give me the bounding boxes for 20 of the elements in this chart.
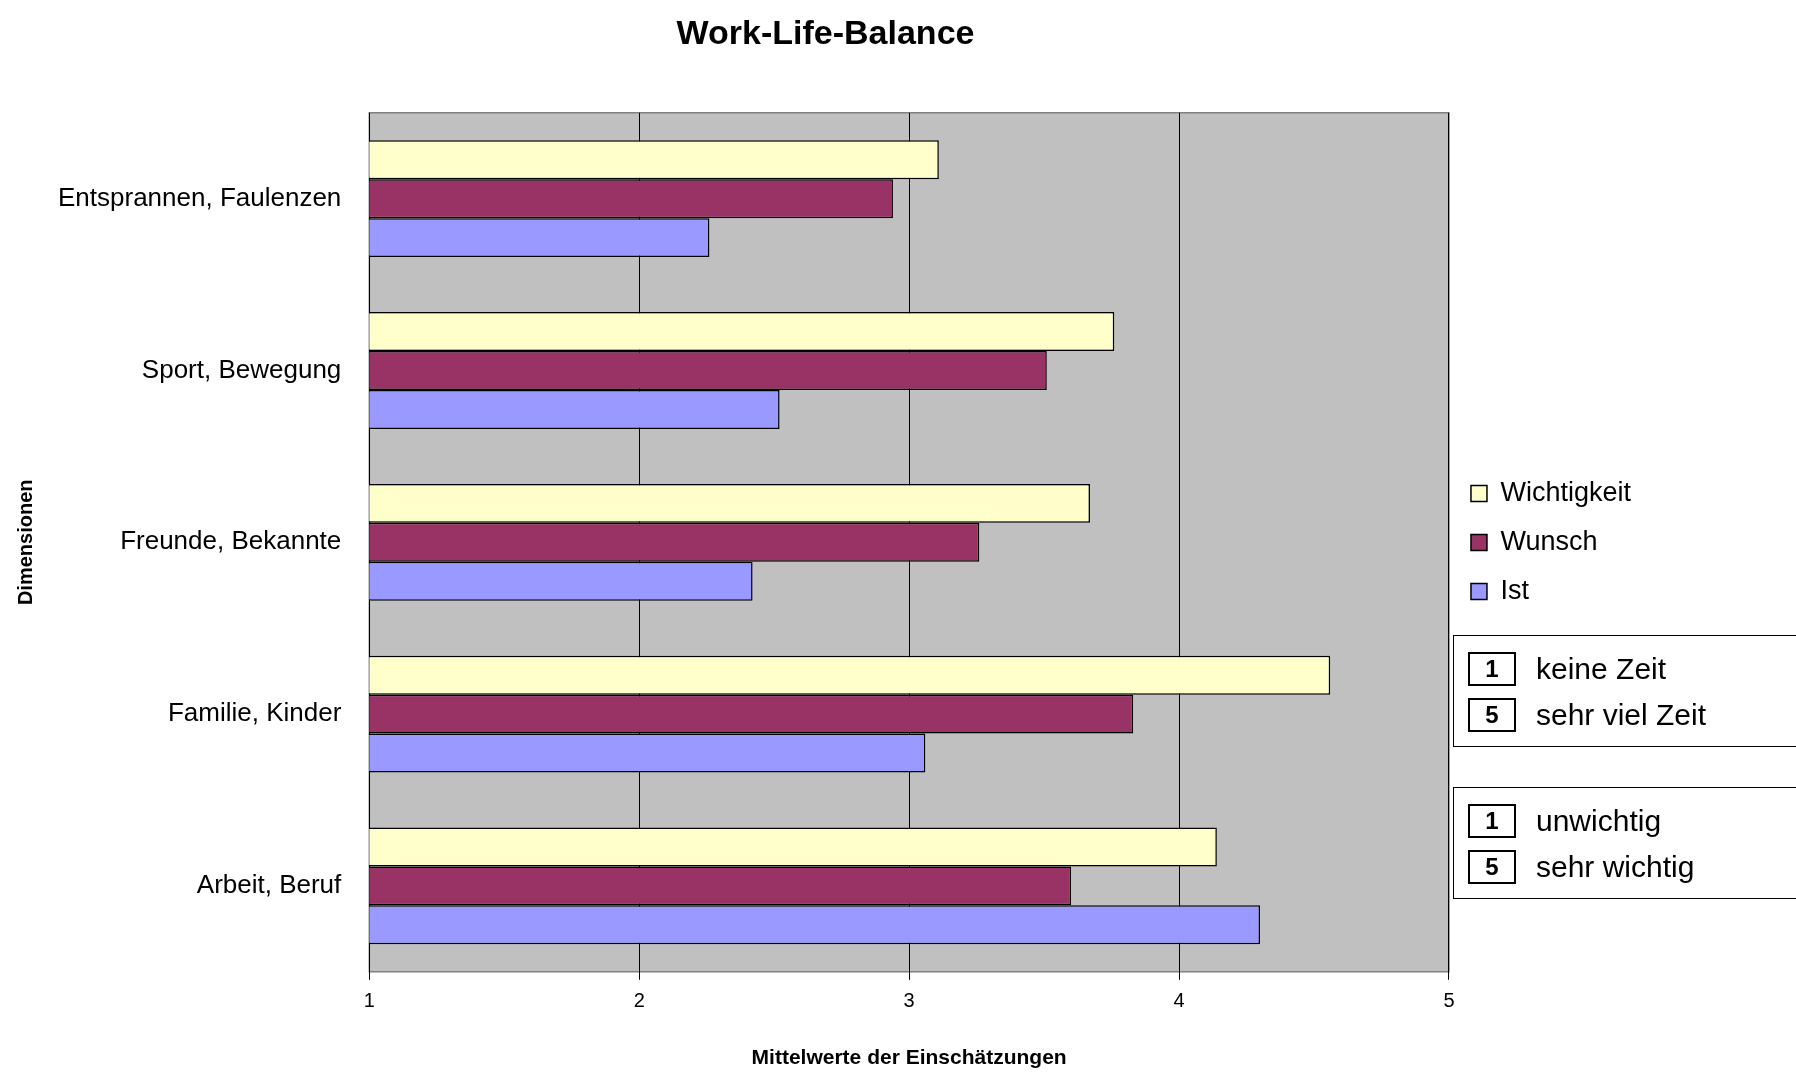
- y-tick-label: Sport, Bewegung: [141, 353, 342, 384]
- legend-label: Ist: [1500, 574, 1530, 605]
- y-axis-title: Dimensionen: [13, 479, 36, 606]
- text: 5 sehr viel Zeit: [1485, 698, 1707, 731]
- x-axis-title: Mittelwerte der Einschätzungen: [751, 1045, 1067, 1069]
- y-tick-label: Freunde, Bekannte: [120, 525, 342, 556]
- legend-label: Wichtigkeit: [1500, 476, 1632, 507]
- x-tick-label: 4: [1173, 989, 1185, 1012]
- x-tick-label: 5: [1443, 989, 1455, 1012]
- y-tick-label: Entsprannen, Faulenzen: [58, 181, 342, 212]
- text: 1 keine Zeit: [1485, 652, 1667, 685]
- chart-title: Work-Life-Balance: [676, 12, 975, 51]
- y-tick-label: Arbeit, Beruf: [196, 869, 343, 900]
- text: 1 unwichtig: [1485, 804, 1662, 837]
- legend-label: Wunsch: [1500, 525, 1598, 556]
- x-tick-label: 1: [363, 989, 375, 1012]
- text: 5 sehr wichtig: [1485, 850, 1695, 883]
- x-tick-label: 2: [633, 989, 645, 1012]
- x-tick-label: 3: [903, 989, 915, 1012]
- y-tick-label: Familie, Kinder: [167, 697, 342, 728]
